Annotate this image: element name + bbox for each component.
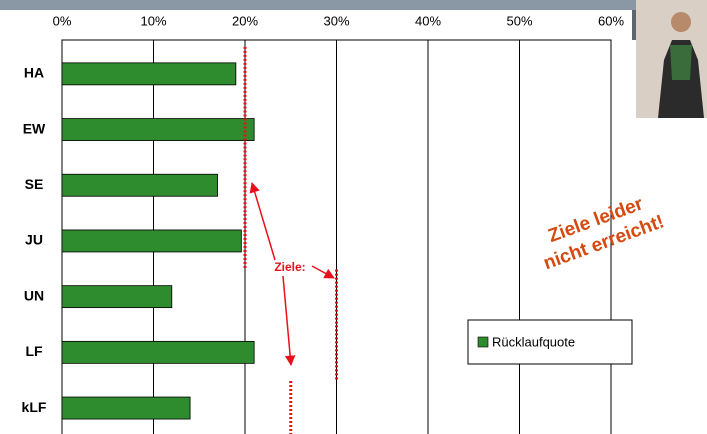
bar (61, 285, 173, 309)
x-tick-label: 0% (53, 13, 72, 28)
photo-bodice (670, 45, 692, 80)
legend (467, 319, 633, 365)
x-tick-label: 10% (140, 13, 166, 28)
y-tick-label: SE (25, 176, 44, 192)
x-tick-label: 30% (323, 13, 349, 28)
x-tick-label: 50% (506, 13, 532, 28)
y-tick-label: EW (23, 120, 46, 136)
y-tick-label: LF (25, 343, 43, 359)
bar (61, 229, 242, 253)
bar (61, 118, 255, 141)
x-tick-label: 60% (598, 13, 624, 28)
x-tick-label: 40% (415, 13, 441, 28)
bar (61, 340, 255, 364)
bar (61, 173, 218, 197)
y-tick-label: HA (24, 65, 44, 81)
arrow (249, 181, 276, 261)
legend-swatch (477, 336, 489, 348)
target-label: Ziele: (274, 260, 305, 274)
bar (61, 396, 191, 420)
plot: 0% 10% 20% 30% 40% 50% 60% HA EW SE JU UN LF kLF (22, 13, 624, 434)
photo-strip-light (0, 0, 636, 10)
photo-head (671, 12, 691, 32)
legend-label: Rücklaufquote (492, 334, 575, 349)
y-tick-label: UN (24, 287, 44, 303)
y-tick-label: JU (25, 232, 43, 248)
arrow (311, 265, 335, 279)
arrow (282, 275, 296, 367)
bar (61, 62, 237, 86)
y-tick-label: kLF (22, 399, 47, 415)
x-tick-label: 20% (232, 13, 258, 28)
